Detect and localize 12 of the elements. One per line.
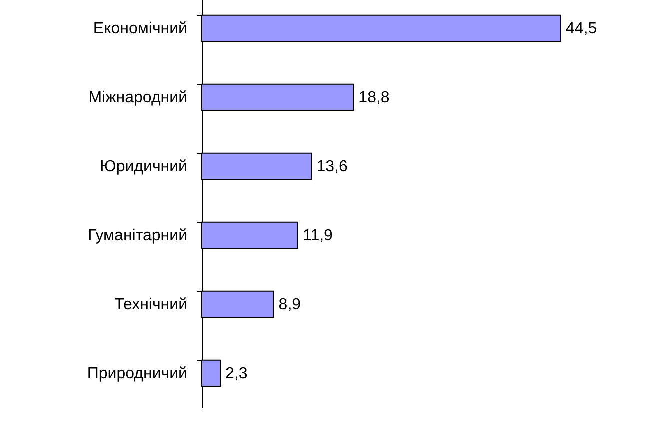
y-tick-label: Юридичний — [100, 158, 188, 176]
y-tick-label: Міжнародний — [88, 90, 188, 106]
data-label: 2,3 — [226, 366, 248, 382]
y-tick-label: Природничий — [87, 366, 188, 382]
data-label: 18,8 — [358, 90, 390, 106]
data-label: 8,9 — [278, 296, 302, 314]
y-tick-label: Технічний — [114, 296, 188, 314]
data-label: 44,5 — [566, 20, 598, 38]
y-tick-label: Гуманітарний — [88, 228, 188, 244]
data-label: 11,9 — [303, 228, 334, 244]
data-label: 13,6 — [316, 158, 348, 176]
y-tick-label: Економічний — [93, 20, 188, 38]
